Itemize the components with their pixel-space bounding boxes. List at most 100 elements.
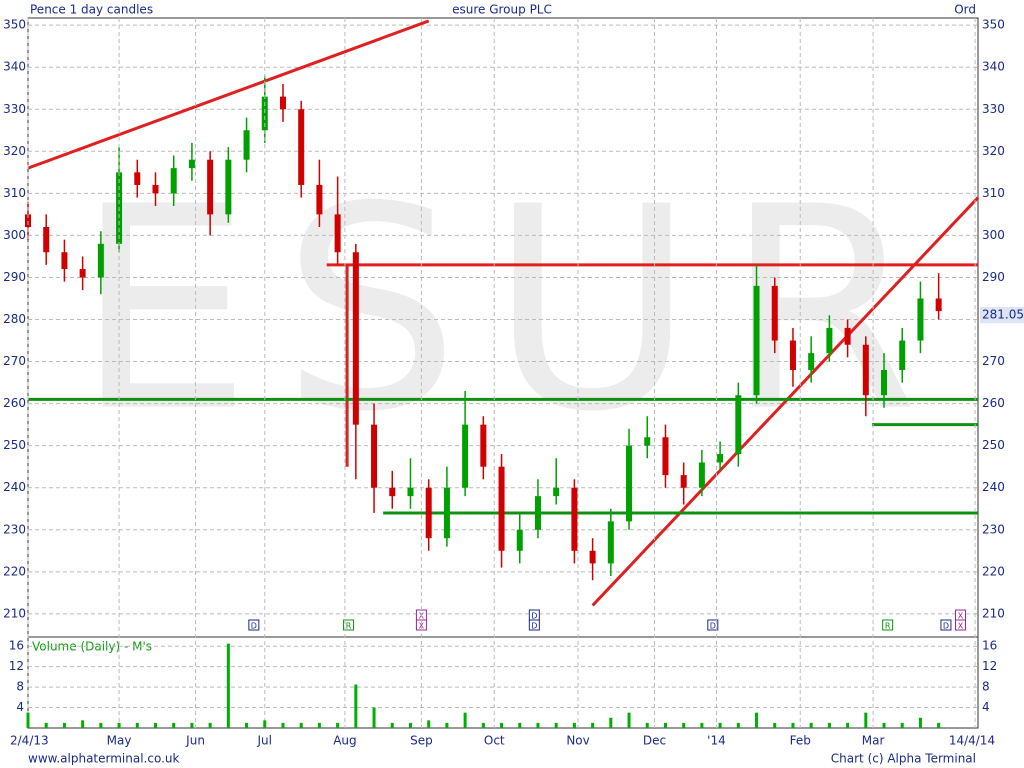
last-price-box [980,307,1024,324]
x-tick-label: Sep [410,734,433,748]
candle-body [25,214,31,227]
volume-bar [827,722,831,728]
volume-bar [336,722,340,728]
y-tick-label: 8 [16,680,24,694]
y-tick-label: 230 [3,522,26,536]
volume-bar [536,722,540,728]
y-tick-label-right: 8 [982,680,990,694]
volume-bar [791,722,795,728]
trend-line [27,19,430,170]
event-label: R [346,622,352,631]
volume-bar [408,722,412,728]
volume-bar [864,712,868,728]
last-price-label: 281.05 [982,308,1024,322]
candle-body [862,344,869,396]
event-label: D [531,622,537,631]
footer-left: www.alphaterminal.co.uk [28,752,180,766]
volume-bar [208,722,212,728]
event-box [343,619,355,631]
candle-body [188,159,195,169]
y-tick-label: 16 [9,639,24,653]
subtitle: Pence 1 day candles [30,3,153,17]
y-tick-label-right: 330 [982,102,1005,116]
volume-bar [445,722,449,728]
x-tick-label: Jun [185,734,205,748]
volume-bar [62,722,66,728]
volume-bar [263,720,267,728]
volume-bar [663,722,667,728]
candle-body [243,130,250,160]
y-tick-label: 270 [3,354,26,368]
candle-body [644,437,651,446]
candle-body [425,487,432,539]
y-tick-label-right: 16 [982,639,997,653]
volume-bar [937,722,941,728]
x-tick-label: '14 [707,734,726,748]
candle-body [753,285,760,396]
candle-body [389,487,396,497]
candle-body [662,437,669,476]
candle-body [534,496,541,530]
y-tick-label-right: 290 [982,270,1005,284]
candle-body [225,159,232,215]
event-box [248,619,260,631]
candle-body [607,521,614,564]
volume-bar [81,720,85,728]
candle-body [279,96,286,110]
y-tick-label: 320 [3,144,26,158]
volume-bar [427,720,431,728]
trend-line [591,196,980,607]
volume-bar [463,712,467,728]
volume-bar [918,717,922,728]
x-tick-label: 14/4/14 [949,734,995,748]
y-tick-label: 350 [3,18,26,32]
plot-frame [27,17,979,729]
y-tick-label-right: 4 [982,700,990,714]
y-tick-label: 250 [3,438,26,452]
candle-body [207,159,214,215]
candle-body [298,109,305,185]
share-class: Ord [954,3,976,17]
candle-body [826,327,833,354]
volume-bar [572,722,576,728]
volume-bar [172,722,176,728]
candle-body [808,353,815,370]
candle-body [935,298,942,312]
candle-body [170,168,177,194]
y-tick-label: 12 [9,659,24,673]
x-tick-label: 2/4/13 [10,734,49,748]
y-tick-label: 260 [3,396,26,410]
volume-bar [591,722,595,728]
event-label: X [958,612,964,621]
event-label: D [251,622,257,631]
y-tick-label-right: 300 [982,228,1005,242]
y-tick-label-right: 310 [982,186,1005,200]
volume-bar [299,722,303,728]
volume-bar [736,722,740,728]
candle-body [571,487,578,551]
candle-body [553,487,560,497]
y-tick-label-right: 340 [982,60,1005,74]
candle-body [589,550,596,564]
x-tick-label: May [107,734,132,748]
candle-body [61,252,68,270]
event-box [955,619,967,631]
candle-body [771,285,778,341]
volume-bar [135,722,139,728]
x-tick-label: Nov [566,734,589,748]
y-tick-label: 220 [3,564,26,578]
candle-body [480,424,487,467]
volume-bar [44,722,48,728]
volume-bar [773,722,777,728]
y-tick-label-right: 270 [982,354,1005,368]
candle-body [334,214,341,253]
x-tick-label: Dec [643,734,666,748]
volume-bar [190,722,194,728]
volume-bar [882,722,886,728]
y-tick-label-right: 320 [982,144,1005,158]
volume-bar [846,722,850,728]
candle-body [917,298,924,341]
candle-body [498,466,505,551]
event-label: X [419,622,425,631]
